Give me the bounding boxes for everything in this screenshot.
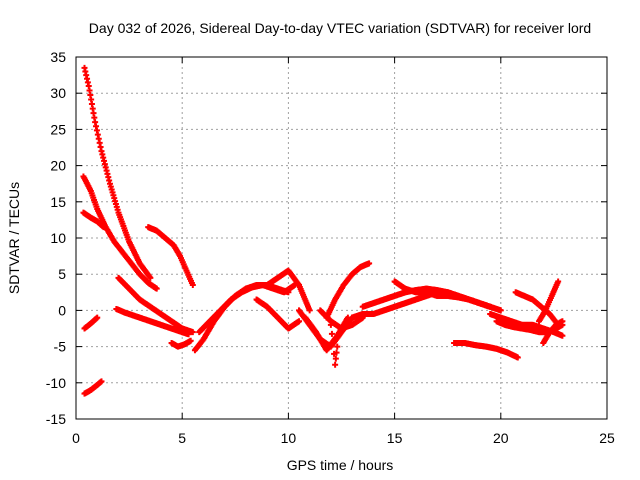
y-tick-label: -10 <box>46 375 66 391</box>
series-trace-9 <box>168 337 194 350</box>
y-tick-label: -15 <box>46 411 66 427</box>
x-tick-label: 20 <box>493 430 509 446</box>
data-points <box>80 64 566 397</box>
x-tick-label: 15 <box>387 430 403 446</box>
y-axis-label: SDTVAR / TECUs <box>6 182 22 294</box>
data-point <box>100 224 107 231</box>
x-tick-label: 25 <box>599 430 615 446</box>
series-trace-1 <box>81 64 154 281</box>
x-axis-label: GPS time / hours <box>287 457 394 473</box>
data-point <box>185 331 192 338</box>
series-trace-11 <box>196 282 298 336</box>
series-trace-26 <box>536 278 562 325</box>
y-tick-label: 30 <box>50 85 66 101</box>
grid <box>75 56 608 420</box>
data-point <box>332 355 339 362</box>
series-trace-20 <box>359 285 494 310</box>
series-trace-13 <box>264 267 313 314</box>
chart-title: Day 032 of 2026, Sidereal Day-to-day VTE… <box>89 20 591 36</box>
series-trace-12 <box>253 296 303 332</box>
series-trace-5 <box>81 314 101 332</box>
y-tick-label: 15 <box>50 194 66 210</box>
data-point <box>332 361 339 368</box>
series-trace-8 <box>113 305 192 338</box>
data-point <box>559 318 566 325</box>
x-tick-label: 10 <box>281 430 297 446</box>
x-tick-labels: 0 5 10 15 20 25 <box>72 430 615 446</box>
data-point <box>189 329 196 336</box>
data-point <box>559 332 566 339</box>
x-tick-label: 5 <box>178 430 186 446</box>
data-point <box>555 278 562 285</box>
data-point <box>189 282 196 289</box>
data-point <box>514 354 521 361</box>
y-tick-label: 10 <box>50 230 66 246</box>
data-point <box>487 303 494 310</box>
data-point <box>333 349 340 356</box>
series-trace-3 <box>80 209 107 231</box>
data-point <box>153 285 160 292</box>
series-trace-4 <box>145 224 196 289</box>
plot-frame <box>75 56 608 420</box>
series-trace-18 <box>317 307 366 332</box>
series-trace-7 <box>115 274 196 336</box>
data-point <box>328 330 335 337</box>
data-point <box>94 314 101 321</box>
data-point <box>334 343 341 350</box>
x-tick-label: 0 <box>72 430 80 446</box>
series-trace-22 <box>451 339 521 361</box>
data-point <box>187 337 194 344</box>
data-point <box>147 274 154 281</box>
data-point <box>330 339 337 346</box>
data-point <box>296 318 303 325</box>
data-point <box>306 307 313 314</box>
series-trace-21 <box>391 278 494 310</box>
series-trace-6 <box>81 378 105 397</box>
y-tick-label: 0 <box>58 302 66 318</box>
series-trace-17 <box>323 260 373 321</box>
series-trace-15 <box>302 314 351 354</box>
y-tick-label: 35 <box>50 49 66 65</box>
y-tick-label: -5 <box>54 339 67 355</box>
data-point <box>497 307 504 314</box>
y-tick-label: 25 <box>50 121 66 137</box>
data-point <box>366 260 373 267</box>
y-tick-labels: -15 -10 -5 0 5 10 15 20 25 30 35 <box>46 49 66 427</box>
data-point <box>98 378 105 385</box>
y-tick-label: 5 <box>58 266 66 282</box>
y-tick-label: 20 <box>50 158 66 174</box>
series-trace-27 <box>540 318 566 346</box>
